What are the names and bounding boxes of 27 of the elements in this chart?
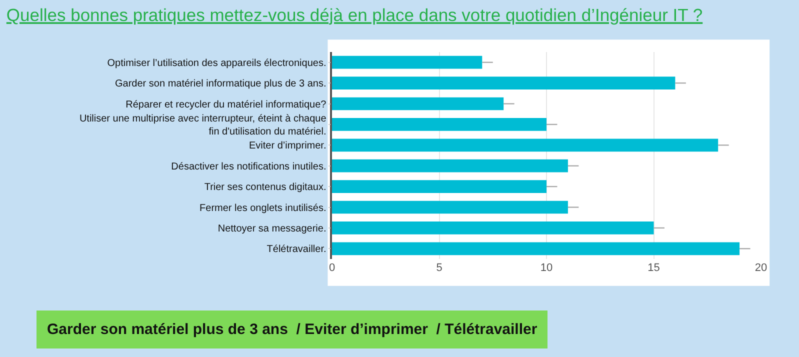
bar bbox=[332, 76, 676, 90]
bar bbox=[332, 118, 546, 131]
bar bbox=[332, 180, 546, 193]
y-tick-label: Télétravailler. bbox=[266, 244, 326, 256]
bar bbox=[332, 200, 568, 214]
y-tick-label: Trier ses contenus digitaux. bbox=[204, 182, 326, 194]
y-tick-label: Optimiser l’utilisation des appareils électroniques. bbox=[107, 58, 326, 69]
y-tick-label: Garder son matériel informatique plus de 3 ans. bbox=[115, 78, 326, 90]
x-tick-label: 10 bbox=[540, 262, 553, 274]
bar bbox=[332, 159, 568, 172]
bar bbox=[332, 56, 482, 69]
y-tick-label: Réparer et recycler du matériel informatique? bbox=[126, 99, 327, 110]
x-tick-label: 0 bbox=[328, 262, 336, 274]
chart-title: Quelles bonnes pratiques mettez-vous déjà en place dans votre quotidien d’Ingénieur IT ? bbox=[6, 5, 703, 26]
x-tick-label: 15 bbox=[648, 262, 660, 274]
bar bbox=[332, 242, 740, 256]
bar bbox=[332, 222, 654, 234]
y-tick-label: Nettoyer sa messagerie. bbox=[218, 223, 326, 234]
text: Garder son matériel plus de 3 ans / Eviter d’imprimer / Télétravailler bbox=[47, 321, 538, 338]
x-tick-label: 20 bbox=[754, 262, 768, 274]
x-tick-label: 5 bbox=[436, 262, 442, 274]
bar bbox=[332, 138, 718, 152]
y-tick-label: Désactiver les notifications inutiles. bbox=[171, 161, 326, 172]
bar bbox=[332, 97, 504, 110]
y-tick-label: Fermer les onglets inutilisés. bbox=[200, 202, 326, 214]
y-tick-label: Utiliser une multiprise avec interrupteur, éteint à chaque fin d'utilisation du matériel. bbox=[79, 113, 327, 138]
y-tick-label: Eviter d’imprimer. bbox=[249, 140, 326, 152]
